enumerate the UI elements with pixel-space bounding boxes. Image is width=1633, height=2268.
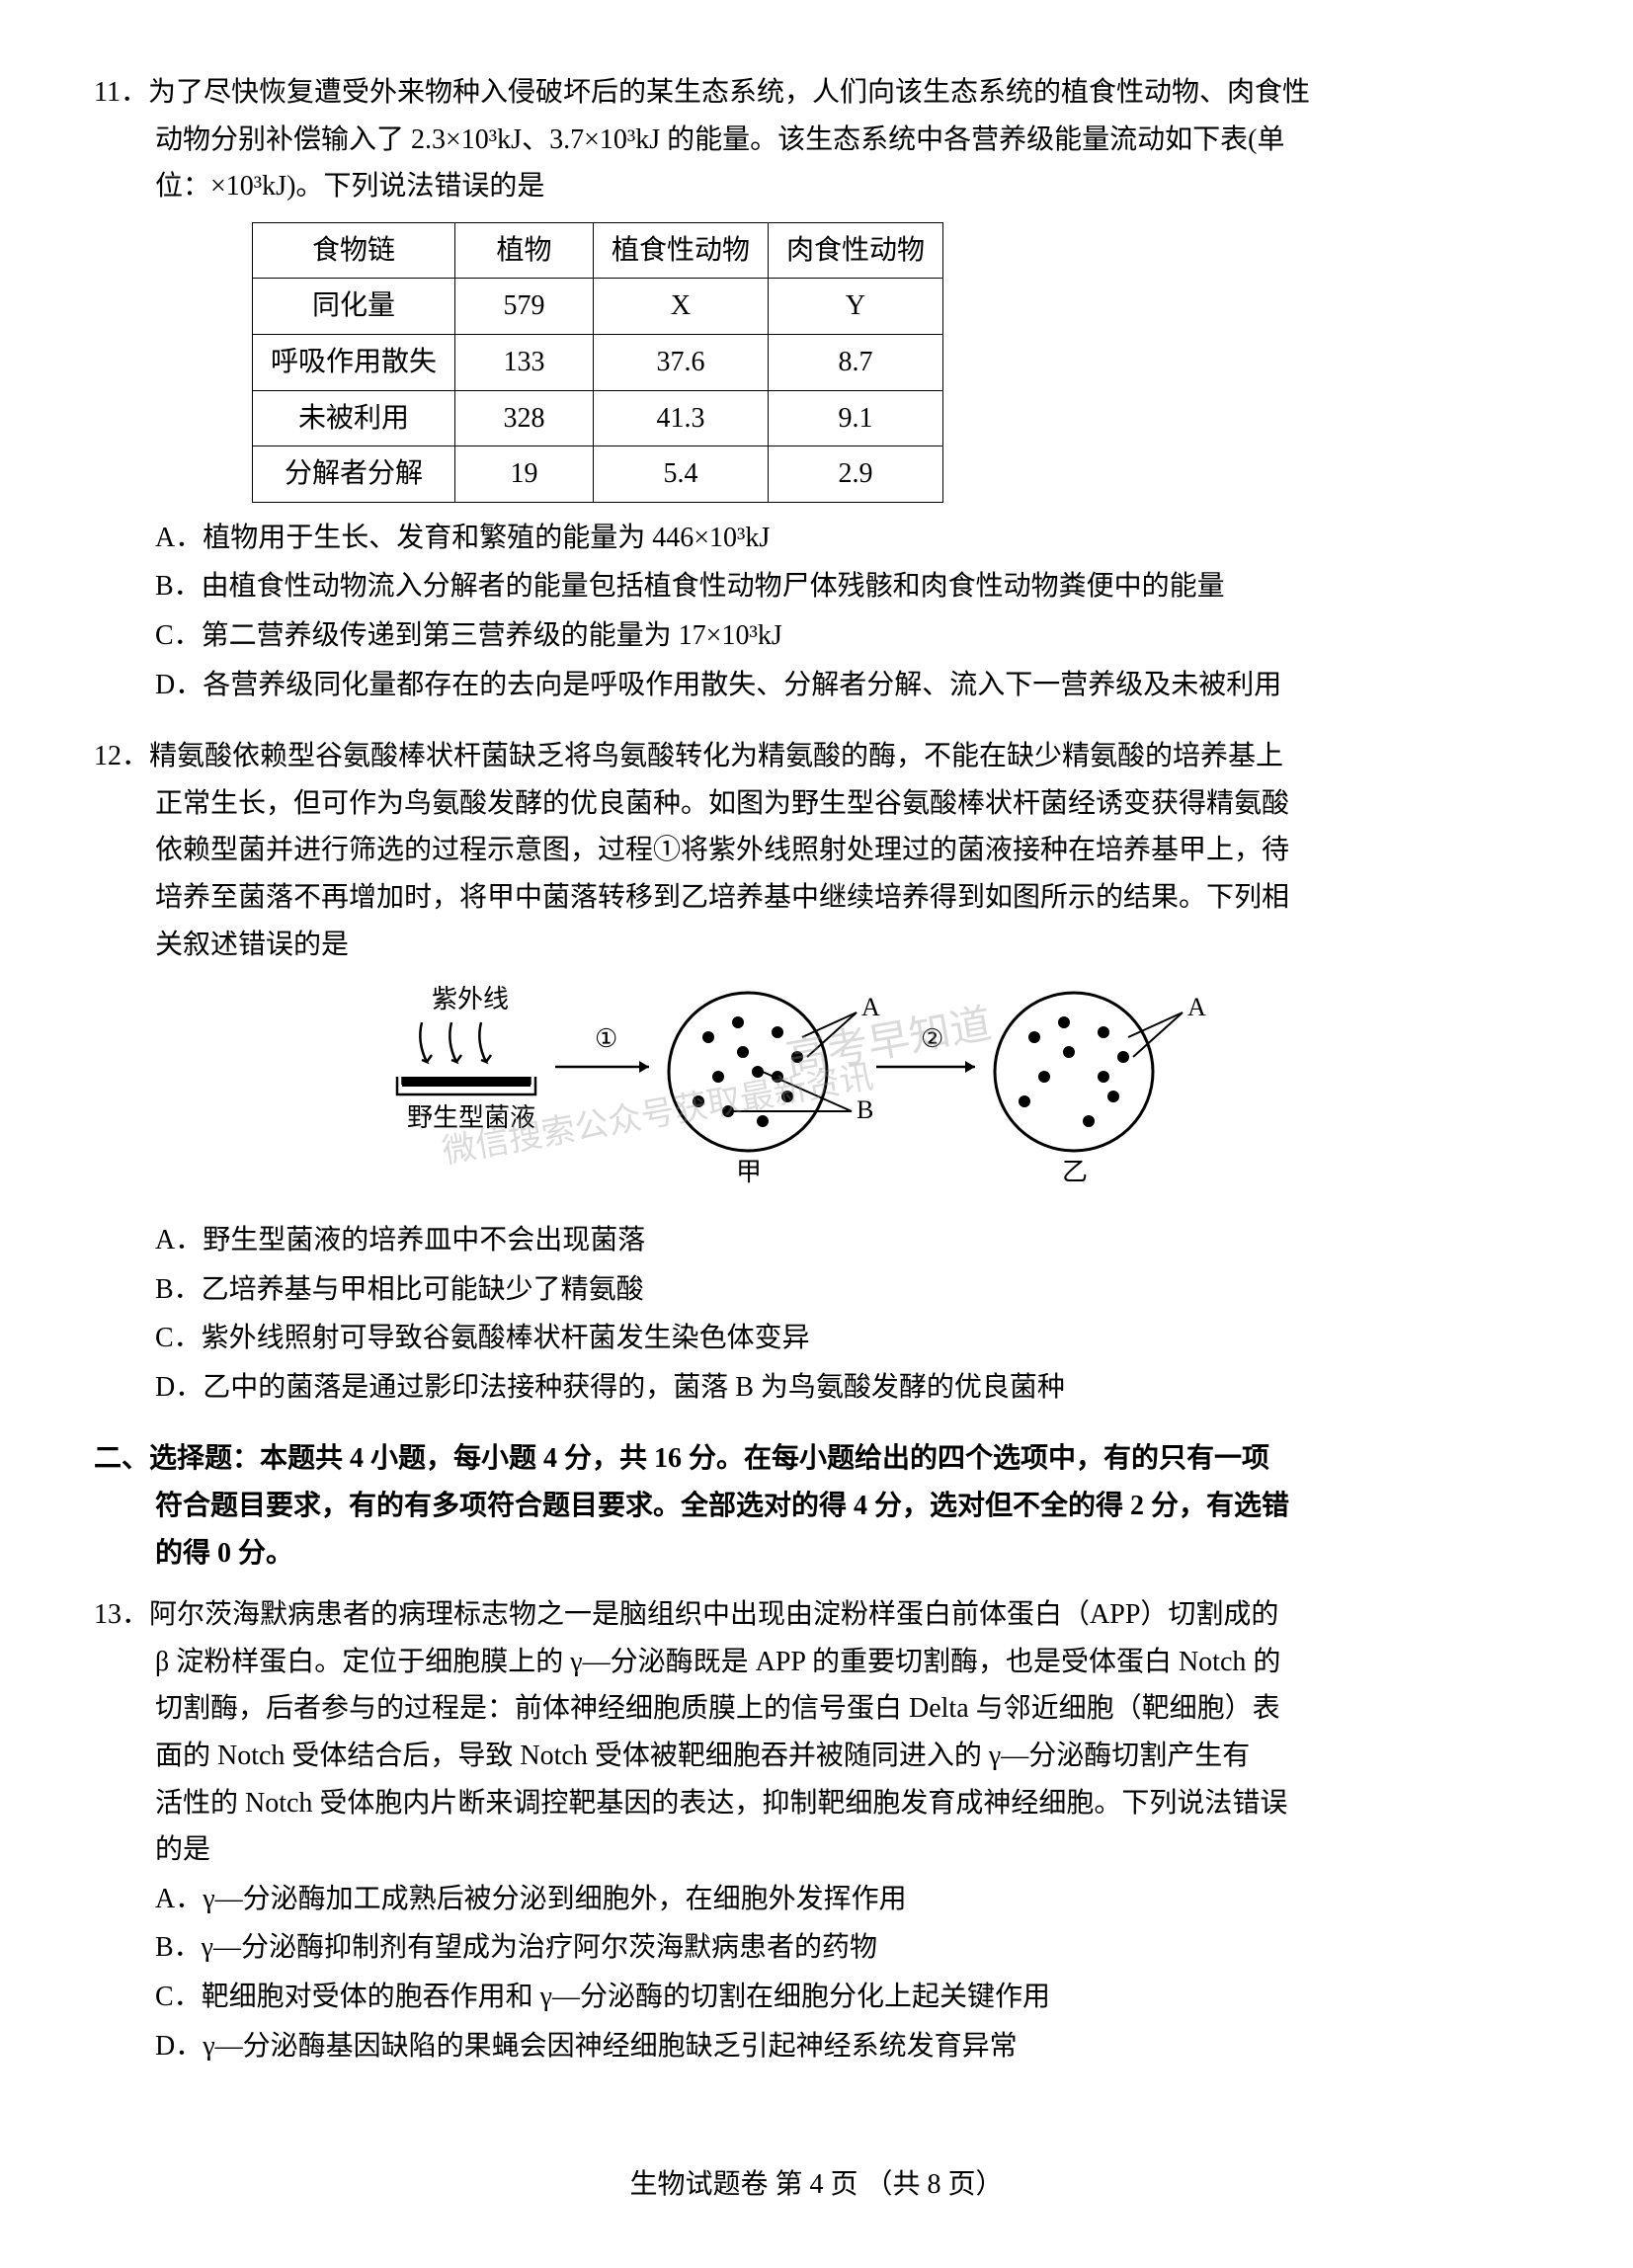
q13-line6: 的是	[94, 1826, 1539, 1874]
td: 37.6	[594, 334, 769, 390]
td: X	[594, 279, 769, 335]
label-a-yi: A	[1187, 993, 1206, 1021]
q13-line4: 面的 Notch 受体结合后，导致 Notch 受体被靶细胞吞并被随同进入的 γ…	[94, 1733, 1539, 1780]
td: 5.4	[594, 446, 769, 503]
wild-label: 野生型菌液	[407, 1103, 535, 1132]
td: 19	[455, 446, 594, 503]
question-13: 13．阿尔茨海默病患者的病理标志物之一是脑组织中出现由淀粉样蛋白前体蛋白（APP…	[94, 1591, 1539, 2069]
q11-option-c: C．第二营养级传递到第三营养级的能量为 17×10³kJ	[94, 612, 1539, 660]
q11-option-d: D．各营养级同化量都存在的去向是呼吸作用散失、分解者分解、流入下一营养级及未被利…	[94, 662, 1539, 709]
td: 41.3	[594, 390, 769, 446]
q13-option-b: B．γ—分泌酶抑制剂有望成为治疗阿尔茨海默病患者的药物	[94, 1924, 1539, 1972]
td: 同化量	[253, 279, 455, 335]
q13-option-c: C．靶细胞对受体的胞吞作用和 γ—分泌酶的切割在细胞分化上起关键作用	[94, 1974, 1539, 2021]
q11-line3: 位：×10³kJ)。下列说法错误的是	[94, 163, 1539, 210]
q12-line5: 关叙述错误的是	[94, 922, 1539, 969]
section-2-header: 二、选择题：本题共 4 小题，每小题 4 分，共 16 分。在每小题给出的四个选…	[94, 1435, 1539, 1577]
table-row: 同化量 579 X Y	[253, 279, 943, 335]
td: 8.7	[769, 334, 943, 390]
q12-number: 12．	[94, 741, 149, 771]
q13-stem: 13．阿尔茨海默病患者的病理标志物之一是脑组织中出现由淀粉样蛋白前体蛋白（APP…	[94, 1591, 1539, 1639]
td: 2.9	[769, 446, 943, 503]
q12-line2: 正常生长，但可作为鸟氨酸发酵的优良菌种。如图为野生型谷氨酸棒状杆菌经诱变获得精氨…	[94, 780, 1539, 828]
q13-line5: 活性的 Notch 受体胞内片断来调控靶基因的表达，抑制靶细胞发育成神经细胞。下…	[94, 1780, 1539, 1827]
q12-stem: 12．精氨酸依赖型谷氨酸棒状杆菌缺乏将鸟氨酸转化为精氨酸的酶，不能在缺少精氨酸的…	[94, 733, 1539, 780]
td: Y	[769, 279, 943, 335]
q12-line1: 精氨酸依赖型谷氨酸棒状杆菌缺乏将鸟氨酸转化为精氨酸的酶，不能在缺少精氨酸的培养基…	[149, 741, 1283, 771]
td: 579	[455, 279, 594, 335]
td: 9.1	[769, 390, 943, 446]
q13-option-d: D．γ—分泌酶基因缺陷的果蝇会因神经细胞缺乏引起神经系统发育异常	[94, 2023, 1539, 2070]
plate-jia-label: 甲	[736, 1158, 762, 1186]
q11-line2: 动物分别补偿输入了 2.3×10³kJ、3.7×10³kJ 的能量。该生态系统中…	[94, 117, 1539, 164]
q13-option-a: A．γ—分泌酶加工成熟后被分泌到细胞外，在细胞外发挥作用	[94, 1876, 1539, 1923]
q11-line1: 为了尽快恢复遭受外来物种入侵破坏后的某生态系统，人们向该生态系统的植食性动物、肉…	[148, 77, 1310, 108]
q11-option-b: B．由植食性动物流入分解者的能量包括植食性动物尸体残骸和肉食性动物粪便中的能量	[94, 563, 1539, 610]
th-2: 植食性动物	[594, 222, 769, 279]
section2-line2: 符合题目要求，有的有多项符合题目要求。全部选对的得 4 分，选对但不全的得 2 …	[94, 1483, 1539, 1530]
question-11: 11．为了尽快恢复遭受外来物种入侵破坏后的某生态系统，人们向该生态系统的植食性动…	[94, 69, 1539, 708]
diagram-svg: 紫外线 野生型菌液 ① A B	[372, 978, 1262, 1195]
td: 呼吸作用散失	[253, 334, 455, 390]
q12-option-d: D．乙中的菌落是通过影印法接种获得的，菌落 B 为鸟氨酸发酵的优良菌种	[94, 1364, 1539, 1412]
page-footer: 生物试题卷 第 4 页 （共 8 页）	[0, 2161, 1633, 2209]
question-12: 12．精氨酸依赖型谷氨酸棒状杆菌缺乏将鸟氨酸转化为精氨酸的酶，不能在缺少精氨酸的…	[94, 733, 1539, 1411]
q13-line2: β 淀粉样蛋白。定位于细胞膜上的 γ—分泌酶既是 APP 的重要切割酶，也是受体…	[94, 1639, 1539, 1686]
q12-option-c: C．紫外线照射可导致谷氨酸棒状杆菌发生染色体变异	[94, 1315, 1539, 1362]
uv-label: 紫外线	[432, 985, 509, 1013]
th-1: 植物	[455, 222, 594, 279]
q12-line3: 依赖型菌并进行筛选的过程示意图，过程①将紫外线照射处理过的菌液接种在培养基甲上，…	[94, 827, 1539, 874]
td: 分解者分解	[253, 446, 455, 503]
th-3: 肉食性动物	[769, 222, 943, 279]
q13-number: 13．	[94, 1599, 149, 1630]
plate-yi-label: 乙	[1062, 1158, 1088, 1186]
q12-option-b: B．乙培养基与甲相比可能缺少了精氨酸	[94, 1266, 1539, 1314]
table-header-row: 食物链 植物 植食性动物 肉食性动物	[253, 222, 943, 279]
section2-line3: 的得 0 分。	[94, 1530, 1539, 1578]
step2-label: ②	[921, 1024, 943, 1053]
section2-line1: 二、选择题：本题共 4 小题，每小题 4 分，共 16 分。在每小题给出的四个选…	[94, 1435, 1539, 1483]
td: 328	[455, 390, 594, 446]
q11-stem: 11．为了尽快恢复遭受外来物种入侵破坏后的某生态系统，人们向该生态系统的植食性动…	[94, 69, 1539, 117]
q13-line1: 阿尔茨海默病患者的病理标志物之一是脑组织中出现由淀粉样蛋白前体蛋白（APP）切割…	[149, 1599, 1278, 1630]
q13-line3: 切割酶，后者参与的过程是：前体神经细胞质膜上的信号蛋白 Delta 与邻近细胞（…	[94, 1685, 1539, 1733]
q12-diagram: 紫外线 野生型菌液 ① A B	[94, 978, 1539, 1205]
th-0: 食物链	[253, 222, 455, 279]
td: 未被利用	[253, 390, 455, 446]
q11-option-a: A．植物用于生长、发育和繁殖的能量为 446×10³kJ	[94, 515, 1539, 562]
label-a-jia: A	[861, 993, 880, 1021]
table-row: 呼吸作用散失 133 37.6 8.7	[253, 334, 943, 390]
table-row: 分解者分解 19 5.4 2.9	[253, 446, 943, 503]
q11-number: 11．	[94, 77, 148, 108]
label-b-jia: B	[857, 1095, 873, 1124]
q12-line4: 培养至菌落不再增加时，将甲中菌落转移到乙培养基中继续培养得到如图所示的结果。下列…	[94, 874, 1539, 922]
q11-table: 食物链 植物 植食性动物 肉食性动物 同化量 579 X Y 呼吸作用散失 13…	[252, 222, 943, 503]
step1-label: ①	[595, 1024, 617, 1053]
q12-option-a: A．野生型菌液的培养皿中不会出现菌落	[94, 1217, 1539, 1264]
td: 133	[455, 334, 594, 390]
table-row: 未被利用 328 41.3 9.1	[253, 390, 943, 446]
